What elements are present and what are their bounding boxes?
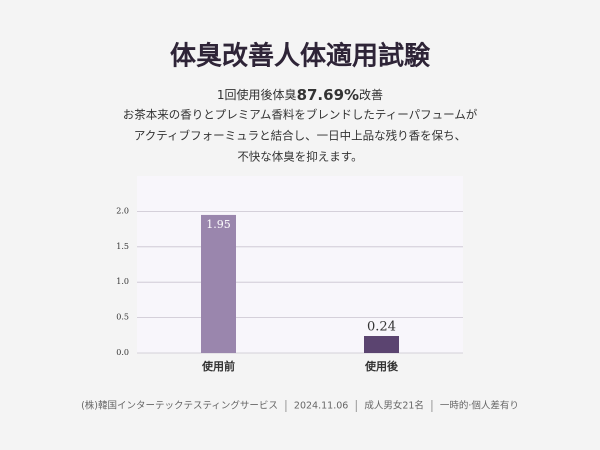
y-tick-label: 1.5 xyxy=(116,242,129,251)
footer-item: 成人男女21名 xyxy=(364,400,424,412)
subtitle-highlight: 87.69% xyxy=(297,86,359,104)
subtitle: 1回使用後体臭87.69%改善 xyxy=(217,86,383,104)
description-line: アクティブフォーミュラと結合し、一日中上品な残り香を保ち、 xyxy=(134,129,466,143)
x-tick-label: 使用後 xyxy=(364,359,399,373)
value-label: 1.95 xyxy=(206,218,231,231)
y-tick-label: 0.5 xyxy=(116,313,129,322)
y-tick-label: 0.0 xyxy=(116,348,129,357)
plot-area xyxy=(137,176,463,353)
footer-item: 2024.11.06 xyxy=(294,401,348,412)
bar xyxy=(364,336,399,353)
description-line: 不快な体臭を抑えます。 xyxy=(237,150,362,164)
subtitle-part: 1回使用後体臭 xyxy=(217,87,297,102)
bar xyxy=(201,214,236,353)
x-tick-label: 使用前 xyxy=(201,359,235,373)
footer-item: (株)韓国インターテックテスティングサービス xyxy=(81,400,278,412)
footer-item: 一時的·個人差有り xyxy=(440,400,519,412)
title: 体臭改善人体適用試験 xyxy=(170,41,431,72)
description-line: お茶本来の香りとプレミアム香料をブレンドしたティーパフュームが xyxy=(123,108,478,122)
y-tick-label: 2.0 xyxy=(116,206,129,215)
y-tick-label: 1.0 xyxy=(116,277,129,286)
subtitle-part: 改善 xyxy=(359,87,383,102)
value-label: 0.24 xyxy=(367,320,396,335)
